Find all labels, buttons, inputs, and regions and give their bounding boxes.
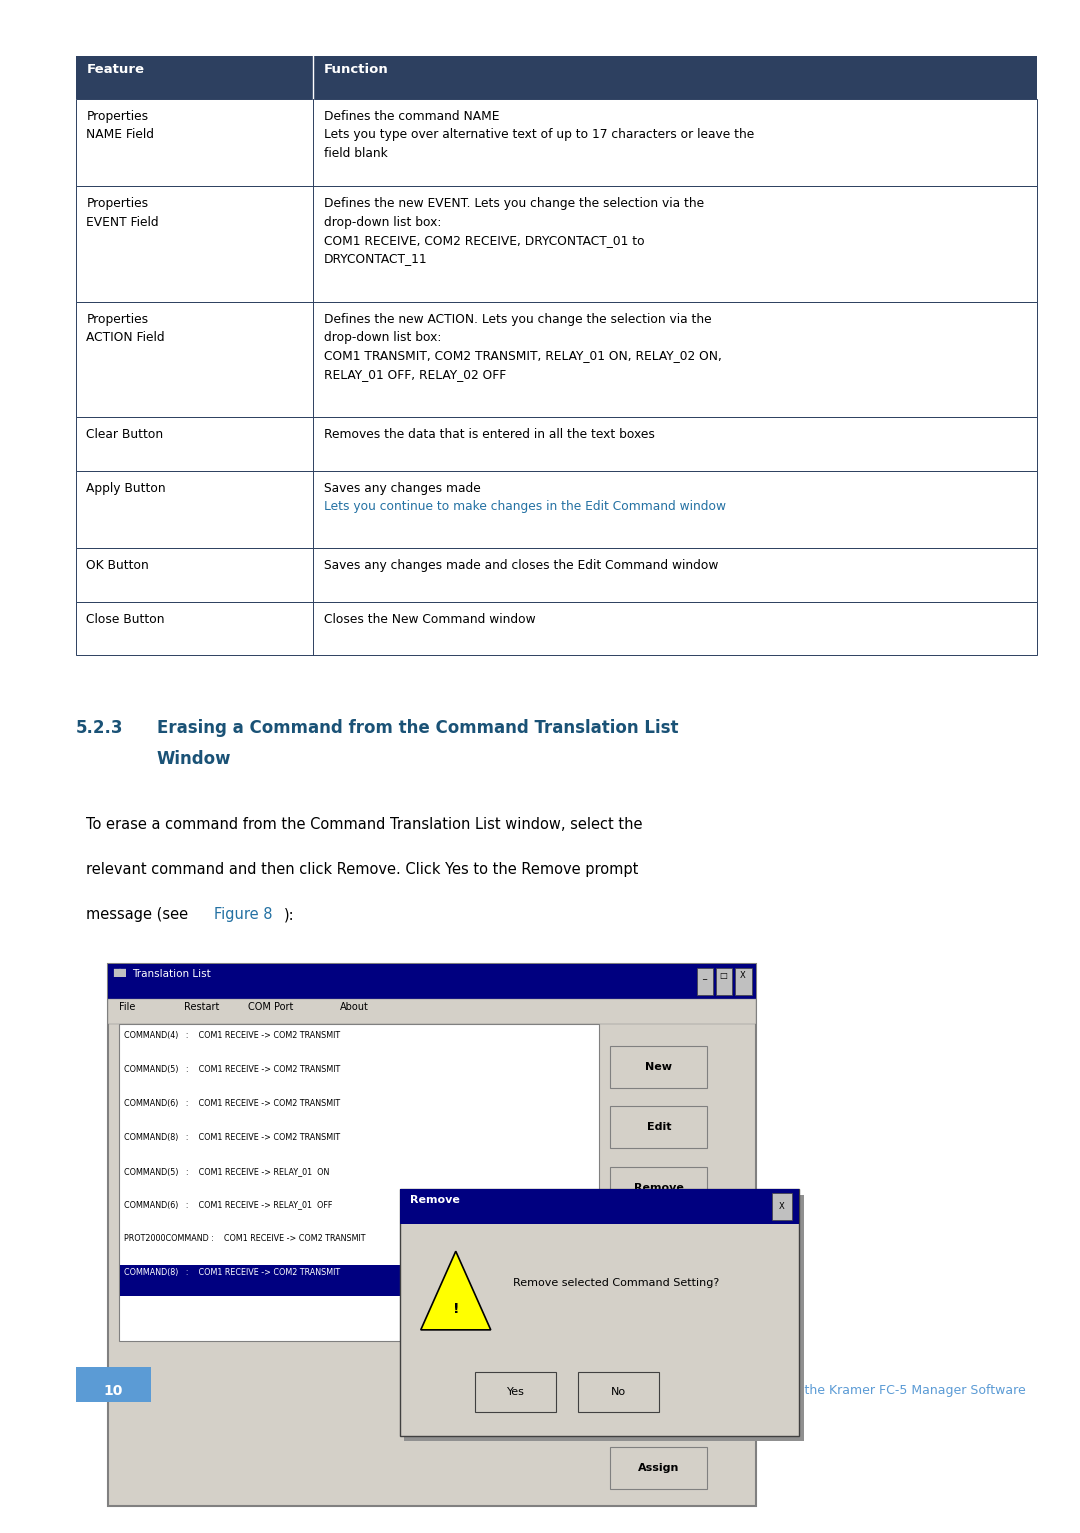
Text: !: !	[453, 1302, 459, 1315]
Text: Removes the data that is entered in all the text boxes: Removes the data that is entered in all …	[324, 428, 654, 442]
Text: About: About	[340, 1003, 369, 1012]
Text: COM Port: COM Port	[248, 1003, 294, 1012]
Text: _: _	[702, 972, 706, 980]
Text: Lets you type over alternative text of up to 17 characters or leave the: Lets you type over alternative text of u…	[324, 129, 754, 141]
Text: COMMAND(5)   :    COM1 RECEIVE -> RELAY_01  ON: COMMAND(5) : COM1 RECEIVE -> RELAY_01 ON	[124, 1167, 329, 1176]
Text: Window: Window	[157, 750, 231, 768]
FancyBboxPatch shape	[108, 1000, 756, 1024]
Text: EVENT Field: EVENT Field	[86, 216, 159, 228]
Text: COMMAND(8)   :    COM1 RECEIVE -> COM2 TRANSMIT: COMMAND(8) : COM1 RECEIVE -> COM2 TRANSM…	[124, 1133, 340, 1142]
Text: □: □	[719, 972, 728, 980]
Text: Properties: Properties	[86, 313, 149, 327]
Text: File: File	[119, 1003, 135, 1012]
Text: Closes the New Command window: Closes the New Command window	[324, 613, 536, 625]
Text: Erasing a Command from the Command Translation List: Erasing a Command from the Command Trans…	[157, 719, 678, 737]
Text: message (see: message (see	[86, 908, 193, 923]
Text: COM1 TRANSMIT, COM2 TRANSMIT, RELAY_01 ON, RELAY_02 ON,: COM1 TRANSMIT, COM2 TRANSMIT, RELAY_01 O…	[324, 350, 721, 362]
Text: Restart: Restart	[184, 1003, 219, 1012]
FancyBboxPatch shape	[772, 1194, 792, 1220]
Text: To erase a command from the Command Translation List window, select the: To erase a command from the Command Tran…	[86, 817, 643, 832]
FancyBboxPatch shape	[76, 1367, 151, 1403]
FancyBboxPatch shape	[76, 57, 1037, 98]
FancyBboxPatch shape	[716, 967, 732, 995]
Text: Assign: Assign	[638, 1462, 679, 1473]
Text: X: X	[779, 1202, 785, 1211]
Text: New: New	[646, 1062, 672, 1072]
Text: Remove: Remove	[634, 1183, 684, 1193]
Text: NAME Field: NAME Field	[86, 129, 154, 141]
FancyBboxPatch shape	[76, 549, 1037, 601]
Text: FC-5 - Configuring the Kramer FC-5 Manager Software: FC-5 - Configuring the Kramer FC-5 Manag…	[687, 1384, 1026, 1397]
FancyBboxPatch shape	[76, 471, 1037, 549]
FancyBboxPatch shape	[108, 964, 756, 1000]
FancyBboxPatch shape	[610, 1167, 707, 1210]
FancyBboxPatch shape	[76, 417, 1037, 471]
Text: Remove selected Command Setting?: Remove selected Command Setting?	[513, 1279, 719, 1288]
Text: relevant command and then click Remove. Click Yes to the Remove prompt: relevant command and then click Remove. …	[86, 863, 638, 877]
Text: Properties: Properties	[86, 198, 149, 210]
Text: RELAY_01 OFF, RELAY_02 OFF: RELAY_01 OFF, RELAY_02 OFF	[324, 368, 507, 380]
FancyBboxPatch shape	[610, 1447, 707, 1490]
Text: COMMAND(6)   :    COM1 RECEIVE -> COM2 TRANSMIT: COMMAND(6) : COM1 RECEIVE -> COM2 TRANSM…	[124, 1099, 340, 1108]
Text: DRYCONTACT_11: DRYCONTACT_11	[324, 253, 428, 265]
FancyBboxPatch shape	[578, 1372, 659, 1412]
Text: COMMAND(8)   :    COM1 RECEIVE -> COM2 TRANSMIT: COMMAND(8) : COM1 RECEIVE -> COM2 TRANSM…	[124, 1268, 340, 1277]
Text: COMMAND(6)   :    COM1 RECEIVE -> RELAY_01  OFF: COMMAND(6) : COM1 RECEIVE -> RELAY_01 OF…	[124, 1200, 333, 1210]
Text: Close Button: Close Button	[86, 613, 165, 625]
Text: Defines the new EVENT. Lets you change the selection via the: Defines the new EVENT. Lets you change t…	[324, 198, 704, 210]
FancyBboxPatch shape	[735, 967, 752, 995]
Text: 10: 10	[104, 1384, 123, 1398]
Text: X: X	[740, 972, 746, 980]
Text: drop-down list box:: drop-down list box:	[324, 216, 442, 228]
Polygon shape	[421, 1251, 490, 1329]
Text: Function: Function	[324, 63, 389, 77]
FancyBboxPatch shape	[76, 601, 1037, 655]
Text: No: No	[610, 1387, 626, 1397]
Text: COMMAND(5)   :    COM1 RECEIVE -> COM2 TRANSMIT: COMMAND(5) : COM1 RECEIVE -> COM2 TRANSM…	[124, 1065, 340, 1075]
Text: OK Button: OK Button	[86, 560, 149, 572]
FancyBboxPatch shape	[400, 1190, 799, 1225]
FancyBboxPatch shape	[400, 1190, 799, 1436]
Text: Defines the new ACTION. Lets you change the selection via the: Defines the new ACTION. Lets you change …	[324, 313, 712, 327]
Text: Edit: Edit	[647, 1122, 671, 1133]
Text: ):: ):	[284, 908, 295, 923]
FancyBboxPatch shape	[119, 1024, 599, 1341]
Text: Translation List: Translation List	[132, 969, 211, 980]
Text: Figure 8: Figure 8	[214, 908, 272, 923]
Text: Yes: Yes	[507, 1387, 525, 1397]
Text: Apply Button: Apply Button	[86, 481, 166, 495]
FancyBboxPatch shape	[76, 302, 1037, 417]
Text: drop-down list box:: drop-down list box:	[324, 331, 442, 343]
Text: Close: Close	[642, 1243, 676, 1254]
Text: PROT2000COMMAND :    COM1 RECEIVE -> COM2 TRANSMIT: PROT2000COMMAND : COM1 RECEIVE -> COM2 T…	[124, 1234, 366, 1243]
FancyBboxPatch shape	[475, 1372, 556, 1412]
Text: Saves any changes made and closes the Edit Command window: Saves any changes made and closes the Ed…	[324, 560, 718, 572]
Text: Saves any changes made: Saves any changes made	[324, 481, 481, 495]
Text: Remove: Remove	[410, 1194, 460, 1205]
FancyBboxPatch shape	[108, 964, 756, 1507]
FancyBboxPatch shape	[76, 185, 1037, 302]
Text: Defines the command NAME: Defines the command NAME	[324, 110, 500, 123]
Text: 5.2.3: 5.2.3	[76, 719, 123, 737]
Text: COMMAND(4)   :    COM1 RECEIVE -> COM2 TRANSMIT: COMMAND(4) : COM1 RECEIVE -> COM2 TRANSM…	[124, 1032, 340, 1041]
Text: field blank: field blank	[324, 147, 388, 159]
FancyBboxPatch shape	[610, 1228, 707, 1269]
FancyBboxPatch shape	[610, 1107, 707, 1148]
Text: COM1 RECEIVE, COM2 RECEIVE, DRYCONTACT_01 to: COM1 RECEIVE, COM2 RECEIVE, DRYCONTACT_0…	[324, 235, 645, 247]
FancyBboxPatch shape	[697, 967, 713, 995]
Text: Clear Button: Clear Button	[86, 428, 163, 442]
FancyBboxPatch shape	[610, 1046, 707, 1088]
FancyBboxPatch shape	[404, 1194, 804, 1441]
Text: Properties: Properties	[86, 110, 149, 123]
Bar	[120, 1265, 598, 1297]
Text: ACTION Field: ACTION Field	[86, 331, 165, 343]
Text: ██: ██	[113, 967, 126, 977]
Text: Feature: Feature	[86, 63, 145, 77]
FancyBboxPatch shape	[76, 98, 1037, 185]
Text: Lets you continue to make changes in the Edit Command window: Lets you continue to make changes in the…	[324, 500, 726, 514]
